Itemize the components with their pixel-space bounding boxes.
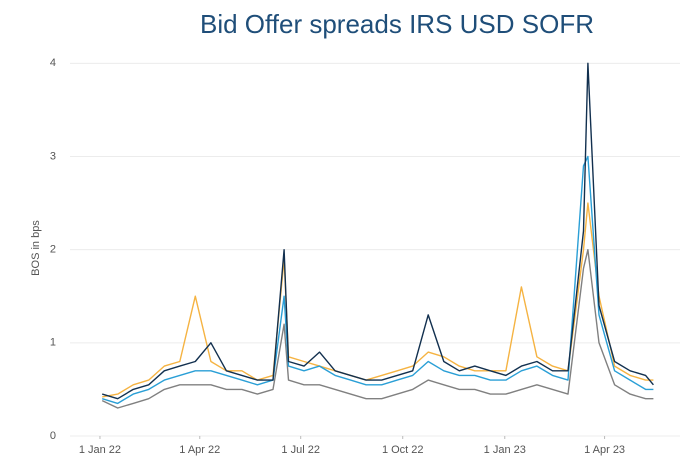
x-tick-label: 1 Apr 23 [584, 444, 625, 456]
series-line [102, 202, 654, 398]
y-tick-label: 3 [50, 150, 56, 162]
series-line [101, 249, 654, 409]
y-tick-label: 2 [50, 244, 56, 256]
y-axis-label: BOS in bps [30, 220, 42, 276]
x-tick-label: 1 Apr 22 [179, 444, 220, 456]
x-tick-label: 1 Jan 22 [79, 444, 121, 456]
y-tick-label: 0 [50, 430, 56, 442]
series-line [101, 155, 654, 405]
y-tick-label: 4 [50, 57, 56, 69]
x-tick-label: 1 Oct 22 [382, 444, 424, 456]
chart-title: Bid Offer spreads IRS USD SOFR [200, 9, 594, 39]
y-tick-label: 1 [50, 337, 56, 349]
x-tick-label: 1 Jan 23 [484, 444, 526, 456]
series-line [102, 62, 654, 400]
x-tick-label: 1 Jul 22 [281, 444, 320, 456]
